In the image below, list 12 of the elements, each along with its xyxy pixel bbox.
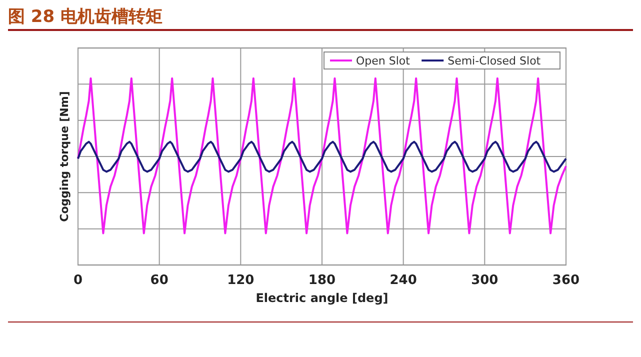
x-tick-label: 120 <box>227 273 254 288</box>
chart-title: 图 28 电机齿槽转矩 <box>8 7 162 27</box>
x-tick-label: 0 <box>73 273 83 288</box>
legend-label: Open Slot <box>356 54 411 68</box>
x-tick-label: 300 <box>471 273 498 288</box>
x-tick-label: 60 <box>150 273 168 288</box>
x-tick-label: 360 <box>552 273 580 288</box>
y-axis-title: Cogging torque [Nm] <box>58 91 71 222</box>
legend-label: Semi-Closed Slot <box>448 54 542 68</box>
x-tick-label: 180 <box>308 273 336 288</box>
x-tick-label: 240 <box>390 273 417 288</box>
x-axis-title: Electric angle [deg] <box>256 291 388 305</box>
